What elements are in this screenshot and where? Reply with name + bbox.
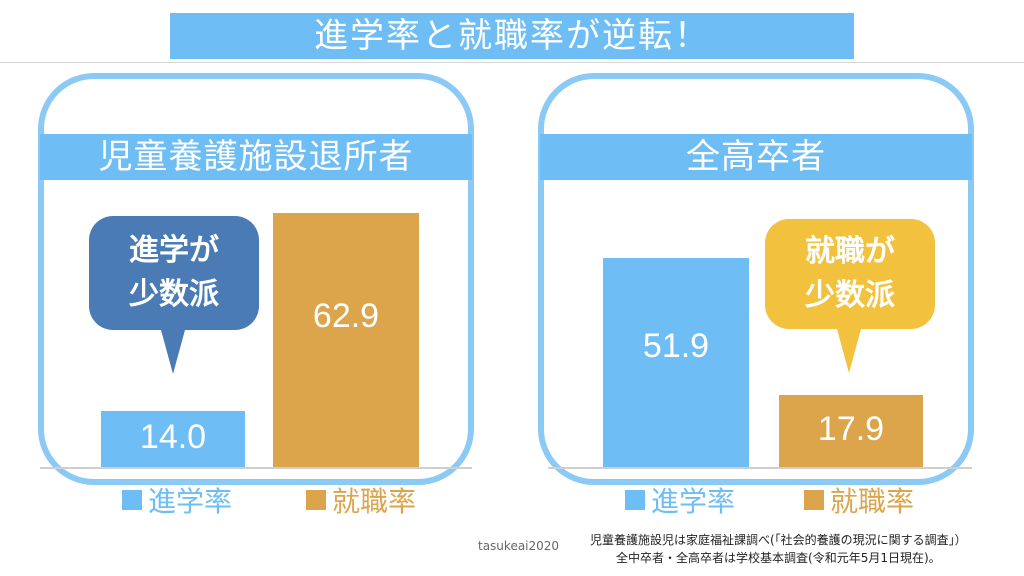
source-line: 全中卒者・全高卒者は学校基本調査(令和元年5月1日現在)。 <box>616 551 941 565</box>
legend-swatch-blue <box>625 490 645 510</box>
bar-right-shingaku: 51.9 <box>603 258 749 468</box>
callout-bubble-right: 就職が 少数派 <box>765 219 935 329</box>
top-divider <box>0 62 1024 63</box>
left-chart-baseline <box>40 467 472 469</box>
bar-value-label: 14.0 <box>139 418 207 456</box>
legend-label: 進学率 <box>651 485 736 518</box>
legend-swatch-orange <box>804 490 824 510</box>
bar-value-label: 17.9 <box>817 410 885 448</box>
right-chart-baseline <box>548 467 972 469</box>
bar-left-shushoku: 62.9 <box>273 213 419 468</box>
callout-tail-right <box>837 329 861 373</box>
bar-value-label: 51.9 <box>642 327 710 365</box>
legend-right-shingaku: 進学率 <box>625 480 735 520</box>
bar-right-shushoku: 17.9 <box>779 395 923 468</box>
legend-left-shingaku: 進学率 <box>122 480 232 520</box>
callout-bubble-left: 進学が 少数派 <box>89 216 259 330</box>
bar-value-label: 62.9 <box>312 297 380 335</box>
legend-swatch-orange <box>306 490 326 510</box>
callout-tail-left <box>161 330 185 374</box>
left-panel-title: 児童養護施設退所者 <box>40 134 472 180</box>
source-line: 児童養護施設児は家庭福祉課調べ(「社会的養護の現況に関する調査」） <box>590 533 967 547</box>
page-title: 進学率と就職率が逆転！ <box>170 13 854 59</box>
legend-left-shushoku: 就職率 <box>306 480 416 520</box>
bar-left-shingaku: 14.0 <box>101 411 245 468</box>
legend-right-shushoku: 就職率 <box>804 480 914 520</box>
legend-swatch-blue <box>122 490 142 510</box>
legend-label: 就職率 <box>830 485 915 518</box>
source-note: 児童養護施設児は家庭福祉課調べ(「社会的養護の現況に関する調査」） 全中卒者・全… <box>590 531 967 567</box>
watermark: tasukeai2020 <box>478 539 560 553</box>
legend-label: 進学率 <box>148 485 233 518</box>
legend-label: 就職率 <box>332 485 417 518</box>
right-panel-title: 全高卒者 <box>540 134 972 180</box>
